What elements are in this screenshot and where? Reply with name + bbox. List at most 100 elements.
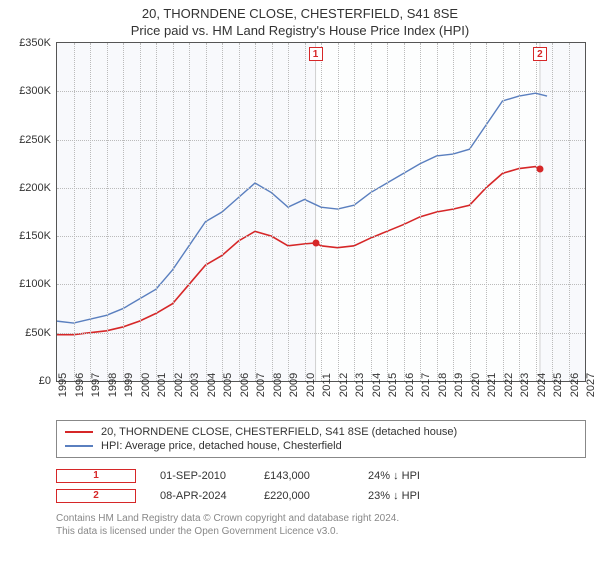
gridline-v: [107, 43, 108, 381]
x-tick-label: 1998: [107, 373, 119, 397]
gridline-v: [453, 43, 454, 381]
footer-line2: This data is licensed under the Open Gov…: [56, 525, 586, 538]
x-tick-label: 2012: [338, 373, 350, 397]
x-tick-label: 2017: [420, 373, 432, 397]
x-tick-label: 2005: [222, 373, 234, 397]
chart-plot-area: £0£50K£100K£150K£200K£250K£300K£350K1995…: [56, 42, 586, 382]
y-tick-label: £150K: [19, 230, 51, 242]
x-tick-label: 2023: [519, 373, 531, 397]
title-address: 20, THORNDENE CLOSE, CHESTERFIELD, S41 8…: [0, 6, 600, 21]
sales-table: 1 01-SEP-2010 £143,000 24% ↓ HPI 2 08-APR-202…: [56, 466, 586, 506]
x-tick-label: 2025: [552, 373, 564, 397]
gridline-v: [189, 43, 190, 381]
footer-line1: Contains HM Land Registry data © Crown c…: [56, 512, 586, 525]
gridline-v: [354, 43, 355, 381]
gridline-v: [503, 43, 504, 381]
x-tick-label: 2007: [255, 373, 267, 397]
gridline-v: [536, 43, 537, 381]
x-tick-label: 2014: [371, 373, 383, 397]
gridline-v: [387, 43, 388, 381]
gridline-v: [338, 43, 339, 381]
gridline-v: [470, 43, 471, 381]
sale-row: 2 08-APR-2024 £220,000 23% ↓ HPI: [56, 486, 586, 506]
x-tick-label: 1999: [123, 373, 135, 397]
footer-attribution: Contains HM Land Registry data © Crown c…: [56, 512, 586, 538]
chart-container: 20, THORNDENE CLOSE, CHESTERFIELD, S41 8…: [0, 6, 600, 566]
gridline-v: [305, 43, 306, 381]
gridline-v: [371, 43, 372, 381]
y-tick-label: £200K: [19, 182, 51, 194]
gridline-v: [420, 43, 421, 381]
x-tick-label: 2019: [453, 373, 465, 397]
gridline-v: [206, 43, 207, 381]
x-tick-label: 1995: [57, 373, 69, 397]
legend-swatch: [65, 431, 93, 433]
sale-point-dot: [312, 239, 319, 246]
y-tick-label: £100K: [19, 278, 51, 290]
x-tick-label: 2008: [272, 373, 284, 397]
x-tick-label: 2000: [140, 373, 152, 397]
gridline-v: [437, 43, 438, 381]
sale-row-marker: 2: [56, 489, 136, 503]
y-tick-label: £0: [39, 375, 51, 387]
x-tick-label: 2027: [585, 373, 597, 397]
sale-marker-box: 2: [533, 47, 547, 61]
sale-row: 1 01-SEP-2010 £143,000 24% ↓ HPI: [56, 466, 586, 486]
sale-row-marker: 1: [56, 469, 136, 483]
y-tick-label: £50K: [25, 327, 51, 339]
gridline-v: [321, 43, 322, 381]
gridline-v: [552, 43, 553, 381]
x-tick-label: 2022: [503, 373, 515, 397]
y-tick-label: £350K: [19, 37, 51, 49]
x-tick-label: 2003: [189, 373, 201, 397]
x-tick-label: 2010: [305, 373, 317, 397]
sale-price: £143,000: [264, 470, 344, 482]
gridline-v: [222, 43, 223, 381]
x-tick-label: 2001: [156, 373, 168, 397]
gridline-v: [272, 43, 273, 381]
x-tick-label: 2006: [239, 373, 251, 397]
x-tick-label: 2011: [321, 373, 333, 397]
sale-marker-box: 1: [309, 47, 323, 61]
gridline-v: [486, 43, 487, 381]
x-tick-label: 2013: [354, 373, 366, 397]
legend-box: 20, THORNDENE CLOSE, CHESTERFIELD, S41 8…: [56, 420, 586, 458]
x-tick-label: 2020: [470, 373, 482, 397]
x-tick-label: 2009: [288, 373, 300, 397]
legend-swatch: [65, 445, 93, 447]
sale-date: 08-APR-2024: [160, 490, 240, 502]
legend-item: 20, THORNDENE CLOSE, CHESTERFIELD, S41 8…: [65, 425, 577, 439]
x-tick-label: 2015: [387, 373, 399, 397]
gridline-v: [90, 43, 91, 381]
title-subtitle: Price paid vs. HM Land Registry's House …: [0, 23, 600, 38]
x-tick-label: 2018: [437, 373, 449, 397]
legend-label: HPI: Average price, detached house, Ches…: [101, 440, 342, 452]
gridline-v: [569, 43, 570, 381]
gridline-v: [288, 43, 289, 381]
gridline-v: [404, 43, 405, 381]
gridline-v: [255, 43, 256, 381]
x-tick-label: 2021: [486, 373, 498, 397]
legend-item: HPI: Average price, detached house, Ches…: [65, 439, 577, 453]
x-tick-label: 2016: [404, 373, 416, 397]
gridline-v: [123, 43, 124, 381]
gridline-v: [173, 43, 174, 381]
x-tick-label: 1997: [90, 373, 102, 397]
y-tick-label: £300K: [19, 85, 51, 97]
gridline-v: [140, 43, 141, 381]
x-tick-label: 2004: [206, 373, 218, 397]
sale-delta: 24% ↓ HPI: [368, 470, 448, 482]
sale-date: 01-SEP-2010: [160, 470, 240, 482]
gridline-v: [519, 43, 520, 381]
y-tick-label: £250K: [19, 134, 51, 146]
gridline-v: [239, 43, 240, 381]
x-tick-label: 2024: [536, 373, 548, 397]
gridline-v: [74, 43, 75, 381]
sale-point-dot: [536, 165, 543, 172]
gridline-v: [156, 43, 157, 381]
x-tick-label: 2002: [173, 373, 185, 397]
legend-label: 20, THORNDENE CLOSE, CHESTERFIELD, S41 8…: [101, 426, 457, 438]
sale-price: £220,000: [264, 490, 344, 502]
sale-delta: 23% ↓ HPI: [368, 490, 448, 502]
x-tick-label: 1996: [74, 373, 86, 397]
